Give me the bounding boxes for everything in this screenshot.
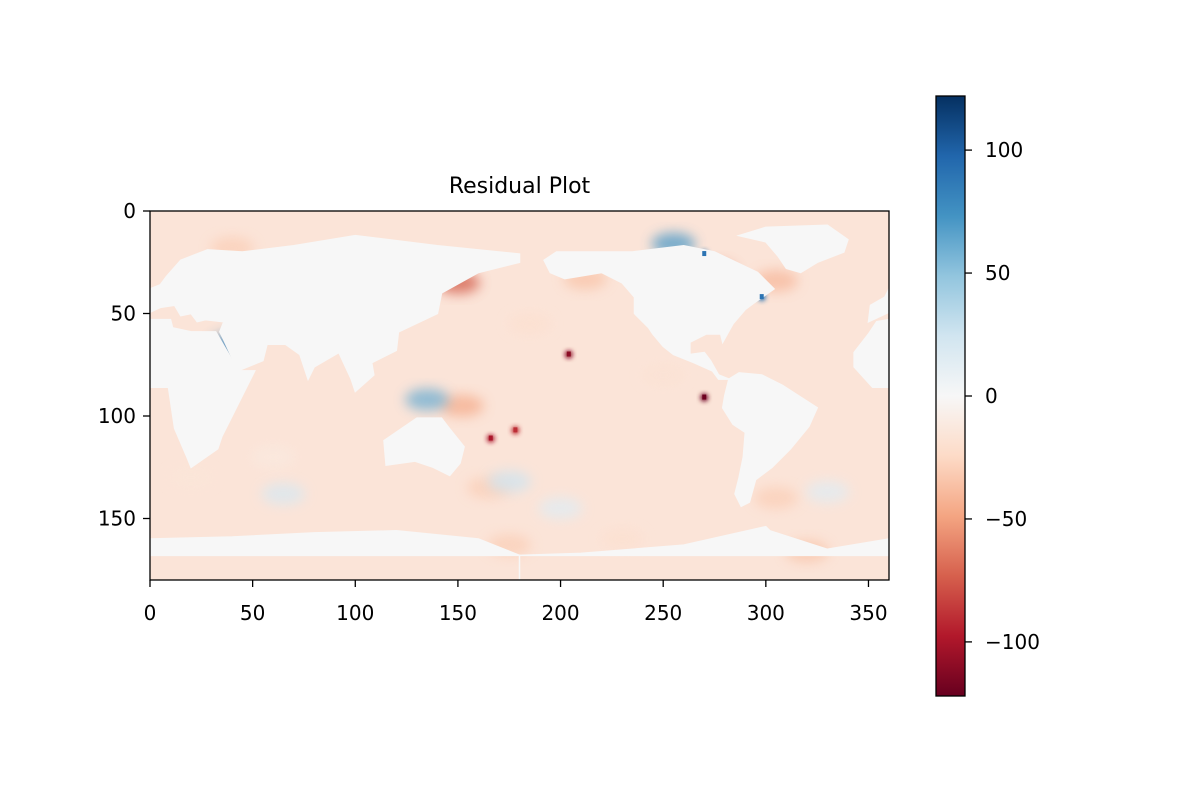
x-tick-label: 350	[849, 601, 887, 625]
colorbar-tick-label: 0	[985, 384, 998, 408]
x-axis: 0 50 100 150 200 250 300 350	[144, 580, 888, 625]
y-tick-label: 0	[123, 199, 136, 223]
anomaly-mark	[405, 389, 449, 411]
x-tick-label: 200	[541, 601, 579, 625]
y-tick-label: 100	[98, 404, 136, 428]
colorbar-tick-label: 50	[985, 261, 1010, 285]
colorbar	[936, 96, 965, 696]
chart-title: Residual Plot	[449, 174, 591, 199]
anomaly-pixel	[760, 294, 764, 299]
anomaly-pixel	[489, 436, 493, 441]
colorbar-tick-label: −50	[985, 507, 1027, 531]
anomaly-pixel	[567, 352, 571, 357]
colorbar-tick-label: 100	[985, 138, 1023, 162]
anomaly-mark	[261, 483, 305, 505]
y-tick-label: 50	[111, 302, 136, 326]
land-mass-eurasia	[869, 236, 1194, 392]
anomaly-pixel	[702, 251, 706, 256]
land-mass-north-america	[0, 246, 35, 379]
land-mass-australia	[1123, 418, 1194, 475]
land-mass-south-america	[0, 373, 78, 506]
anomaly-mark	[641, 364, 685, 386]
x-tick-label: 0	[144, 601, 157, 625]
y-tick-label: 150	[98, 507, 136, 531]
anomaly-mark	[600, 528, 644, 550]
x-tick-label: 150	[439, 601, 477, 625]
anomaly-mark	[251, 446, 295, 468]
anomaly-mark	[805, 481, 849, 503]
anomaly-pixel	[513, 427, 517, 432]
land-mass-greenland	[0, 225, 109, 272]
anomaly-mark	[487, 471, 531, 493]
anomaly-mark	[169, 467, 213, 489]
x-tick-label: 100	[336, 601, 374, 625]
x-tick-label: 50	[240, 601, 265, 625]
x-tick-label: 250	[644, 601, 682, 625]
colorbar-tick-label: −100	[985, 630, 1040, 654]
anomaly-mark	[508, 313, 552, 335]
anomaly-pixel	[702, 395, 706, 400]
y-axis: 0 50 100 150	[98, 199, 150, 531]
colorbar-axis: 100 50 0 −50 −100	[965, 138, 1040, 654]
x-tick-label: 300	[747, 601, 785, 625]
anomaly-mark	[754, 487, 798, 509]
anomaly-mark	[539, 497, 583, 519]
